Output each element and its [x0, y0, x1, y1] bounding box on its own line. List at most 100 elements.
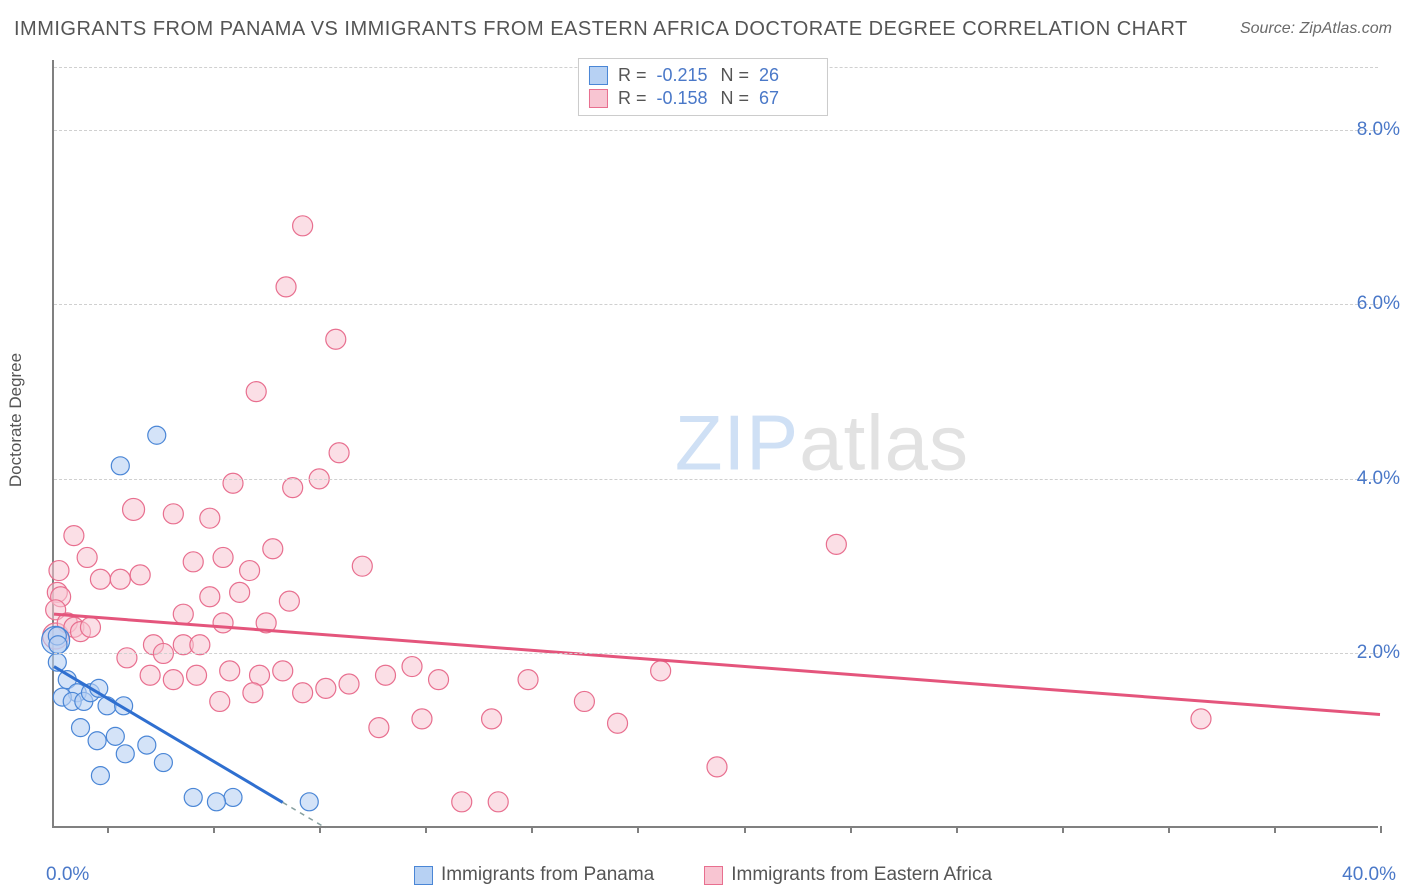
data-point-eastern_africa	[183, 552, 203, 572]
data-point-eastern_africa	[707, 757, 727, 777]
stats-box: R = -0.215 N = 26 R = -0.158 N = 67	[578, 58, 828, 116]
data-point-eastern_africa	[518, 670, 538, 690]
y-tick-label: 4.0%	[1357, 468, 1400, 490]
stats-n-value: 67	[759, 88, 813, 109]
stats-n-value: 26	[759, 65, 813, 86]
data-point-eastern_africa	[574, 691, 594, 711]
data-point-eastern_africa	[651, 661, 671, 681]
data-point-eastern_africa	[452, 792, 472, 812]
x-tick	[319, 826, 321, 833]
data-point-eastern_africa	[482, 709, 502, 729]
data-point-eastern_africa	[608, 713, 628, 733]
x-tick	[1380, 826, 1382, 833]
data-point-eastern_africa	[240, 561, 260, 581]
gridline-h	[54, 304, 1378, 305]
data-point-eastern_africa	[110, 569, 130, 589]
legend-label: Immigrants from Panama	[441, 864, 654, 886]
legend-label: Immigrants from Eastern Africa	[731, 864, 992, 886]
data-point-panama	[138, 736, 156, 754]
data-point-eastern_africa	[316, 678, 336, 698]
data-point-eastern_africa	[213, 547, 233, 567]
stats-row-eastern_africa: R = -0.158 N = 67	[589, 87, 813, 110]
data-point-eastern_africa	[326, 329, 346, 349]
stats-r-value: -0.215	[657, 65, 711, 86]
data-point-panama	[207, 793, 225, 811]
data-point-panama	[111, 457, 129, 475]
legend-item-eastern_africa: Immigrants from Eastern Africa	[704, 864, 992, 886]
data-point-eastern_africa	[826, 534, 846, 554]
data-point-eastern_africa	[276, 277, 296, 297]
gridline-h	[54, 479, 1378, 480]
data-point-eastern_africa	[80, 617, 100, 637]
data-point-panama	[224, 788, 242, 806]
data-point-eastern_africa	[223, 473, 243, 493]
data-point-eastern_africa	[369, 718, 389, 738]
data-point-panama	[91, 767, 109, 785]
data-point-eastern_africa	[117, 648, 137, 668]
data-point-panama	[116, 745, 134, 763]
legend-swatch	[704, 866, 723, 885]
data-point-panama	[300, 793, 318, 811]
data-point-eastern_africa	[49, 561, 69, 581]
data-point-eastern_africa	[210, 691, 230, 711]
data-point-eastern_africa	[123, 498, 145, 520]
x-tick	[213, 826, 215, 833]
data-point-eastern_africa	[329, 443, 349, 463]
x-tick	[531, 826, 533, 833]
gridline-h	[54, 130, 1378, 131]
data-point-eastern_africa	[243, 683, 263, 703]
x-tick	[744, 826, 746, 833]
y-tick-label: 2.0%	[1357, 642, 1400, 664]
source-label: Source: ZipAtlas.com	[1240, 20, 1392, 38]
x-tick	[956, 826, 958, 833]
data-point-eastern_africa	[263, 539, 283, 559]
x-tick	[1274, 826, 1276, 833]
data-point-eastern_africa	[163, 504, 183, 524]
data-point-eastern_africa	[352, 556, 372, 576]
data-point-panama	[154, 754, 172, 772]
data-point-panama	[49, 636, 67, 654]
stats-swatch	[589, 66, 608, 85]
data-point-eastern_africa	[187, 665, 207, 685]
data-point-eastern_africa	[220, 661, 240, 681]
chart-title: IMMIGRANTS FROM PANAMA VS IMMIGRANTS FRO…	[14, 18, 1188, 41]
stats-row-panama: R = -0.215 N = 26	[589, 64, 813, 87]
gridline-h	[54, 653, 1378, 654]
data-point-eastern_africa	[173, 604, 193, 624]
stats-swatch	[589, 89, 608, 108]
data-point-eastern_africa	[230, 582, 250, 602]
stats-r-label: R =	[618, 88, 647, 109]
data-point-eastern_africa	[90, 569, 110, 589]
data-point-eastern_africa	[412, 709, 432, 729]
x-tick	[637, 826, 639, 833]
plot-area: ZIPatlas	[52, 60, 1378, 828]
plot-svg	[54, 60, 1378, 826]
data-point-eastern_africa	[283, 478, 303, 498]
y-tick-label: 8.0%	[1357, 119, 1400, 141]
data-point-panama	[106, 727, 124, 745]
data-point-eastern_africa	[77, 547, 97, 567]
y-axis-label: Doctorate Degree	[6, 353, 26, 487]
data-point-eastern_africa	[163, 670, 183, 690]
data-point-panama	[148, 426, 166, 444]
x-tick	[850, 826, 852, 833]
stats-r-value: -0.158	[657, 88, 711, 109]
data-point-eastern_africa	[293, 683, 313, 703]
data-point-eastern_africa	[200, 587, 220, 607]
data-point-eastern_africa	[246, 382, 266, 402]
data-point-eastern_africa	[190, 635, 210, 655]
stats-n-label: N =	[721, 65, 750, 86]
x-tick	[425, 826, 427, 833]
legend-item-panama: Immigrants from Panama	[414, 864, 654, 886]
data-point-eastern_africa	[339, 674, 359, 694]
data-point-eastern_africa	[200, 508, 220, 528]
x-tick	[107, 826, 109, 833]
legend-bottom: Immigrants from Panama Immigrants from Ea…	[0, 864, 1406, 886]
x-tick	[1168, 826, 1170, 833]
data-point-eastern_africa	[488, 792, 508, 812]
data-point-eastern_africa	[293, 216, 313, 236]
data-point-panama	[72, 719, 90, 737]
data-point-eastern_africa	[64, 526, 84, 546]
stats-r-label: R =	[618, 65, 647, 86]
stats-n-label: N =	[721, 88, 750, 109]
